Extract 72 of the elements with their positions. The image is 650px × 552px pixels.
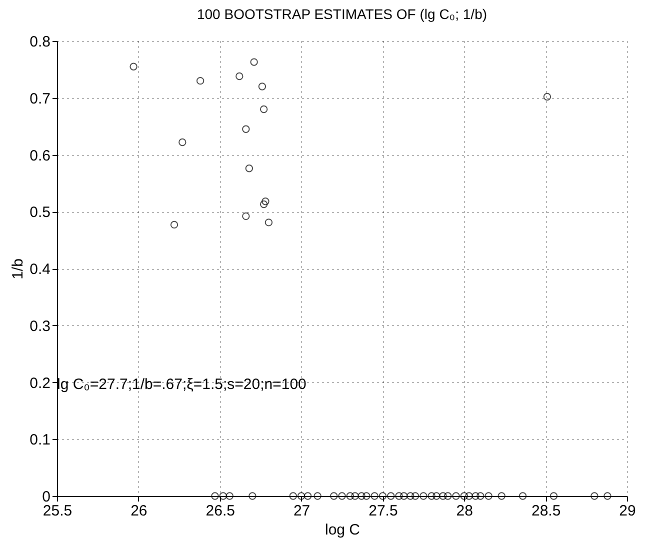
point	[297, 492, 306, 500]
point	[460, 492, 468, 500]
point	[420, 492, 428, 500]
point	[258, 82, 266, 90]
point	[178, 138, 186, 146]
point	[211, 492, 219, 500]
point	[406, 492, 414, 500]
point	[395, 492, 403, 500]
x-tick-label: 28	[456, 502, 473, 520]
point	[358, 492, 366, 500]
point	[518, 492, 527, 500]
point	[330, 492, 338, 500]
point	[432, 492, 440, 500]
point	[242, 125, 250, 134]
point	[362, 492, 370, 500]
point	[428, 492, 436, 500]
x-tick-label: 29	[619, 502, 636, 520]
point	[314, 492, 322, 500]
point	[604, 492, 612, 500]
x-tick-label: 28.5	[531, 502, 561, 520]
point	[130, 62, 138, 70]
y-tick-label: 0.8	[30, 34, 50, 50]
point	[226, 492, 234, 500]
x-tick-label: 26	[130, 502, 148, 520]
x-tick-label: 27	[293, 502, 310, 520]
point	[472, 492, 480, 500]
point	[498, 492, 506, 500]
point	[411, 492, 420, 500]
point	[590, 492, 598, 500]
point	[196, 76, 204, 85]
point	[400, 492, 408, 500]
point	[262, 198, 270, 206]
point	[370, 492, 378, 500]
point	[289, 492, 297, 500]
point	[465, 492, 473, 500]
point	[245, 164, 254, 172]
point	[170, 220, 178, 229]
y-axis-title: 1/b	[10, 258, 27, 280]
point	[260, 200, 268, 208]
point	[304, 492, 312, 500]
y-tick-label: 0.2	[30, 374, 50, 392]
y-tick-label: 0.1	[30, 432, 50, 449]
point	[351, 492, 359, 500]
point	[484, 492, 492, 500]
point	[550, 492, 558, 500]
y-tick-label: 0.6	[30, 147, 50, 164]
point	[387, 492, 395, 500]
point	[452, 492, 460, 500]
point	[338, 492, 346, 500]
point	[260, 105, 268, 114]
point	[543, 92, 552, 101]
point	[236, 72, 244, 80]
point	[242, 212, 250, 220]
y-tick-label: 0	[42, 488, 50, 506]
y-tick-label: 0.4	[30, 261, 50, 278]
point	[439, 492, 447, 500]
point	[264, 218, 273, 226]
x-tick-label: 27.5	[368, 502, 398, 520]
annotation: lg C₀=27.7;1/b=.67;ξ=1.5;s=20;n=100	[57, 376, 306, 393]
y-tick-label: 0.7	[30, 90, 50, 108]
point	[250, 58, 258, 66]
chart-title: 100 BOOTSTRAP ESTIMATES OF (lg C₀; 1/b)	[196, 6, 488, 22]
y-tick-label: 0.5	[30, 204, 50, 222]
point	[248, 492, 256, 500]
point	[444, 492, 452, 500]
x-tick-label: 26.5	[206, 502, 235, 520]
x-tick-label: 25.5	[42, 502, 72, 520]
point	[378, 492, 387, 500]
point	[476, 492, 484, 500]
x-axis-title: log C	[324, 522, 360, 538]
y-tick-label: 0.3	[30, 318, 50, 335]
point	[346, 492, 354, 500]
